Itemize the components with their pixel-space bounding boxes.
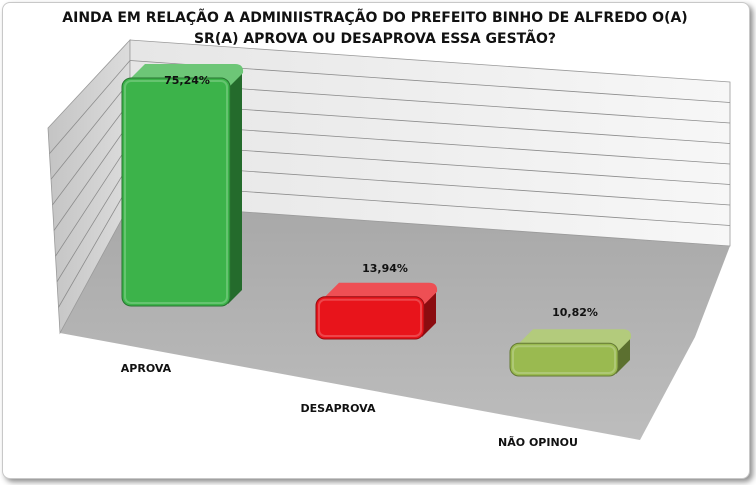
bar-top: [131, 64, 244, 87]
gridline-side: [58, 183, 131, 308]
bar-side: [616, 338, 630, 374]
labels-group: 75,24% APROVA 13,94% DESAPROVA 10,82% NÃO OPI…: [121, 74, 598, 449]
bar-top: [519, 329, 632, 353]
gridline-side: [49, 60, 131, 154]
bar-aprova: [121, 64, 244, 307]
bar-side: [228, 73, 242, 304]
data-label: 13,94%: [362, 262, 408, 275]
bar-front: [315, 296, 425, 340]
bar-front: [509, 342, 619, 377]
bar-bevel: [512, 345, 616, 375]
category-label: APROVA: [121, 362, 172, 375]
bar-n-o-opinou: [509, 329, 632, 377]
chart-title-line-1: AINDA EM RELAÇÃO A ADMINIISTRAÇÃO DO PRE…: [62, 10, 688, 26]
bar-bevel: [318, 298, 422, 337]
category-label: DESAPROVA: [301, 402, 376, 415]
bars-group: [121, 64, 632, 377]
bar-front: [121, 77, 231, 307]
bar-top: [325, 282, 438, 306]
chart-title-line-2: SR(A) APROVA OU DESAPROVA ESSA GESTÃO?: [193, 31, 557, 47]
category-label: NÃO OPINOU: [498, 436, 578, 449]
gridline-side: [56, 162, 131, 282]
data-label: 10,82%: [552, 306, 598, 319]
gridline-side: [52, 101, 131, 206]
data-label: 75,24%: [164, 74, 210, 87]
gridline-side: [50, 80, 131, 180]
bar-bevel: [124, 80, 228, 304]
chart-title: AINDA EM RELAÇÃO A ADMINIISTRAÇÃO DO PRE…: [0, 8, 750, 50]
bar-desaprova: [315, 282, 438, 340]
gridline-side: [55, 142, 131, 257]
gridline-side: [53, 121, 131, 231]
